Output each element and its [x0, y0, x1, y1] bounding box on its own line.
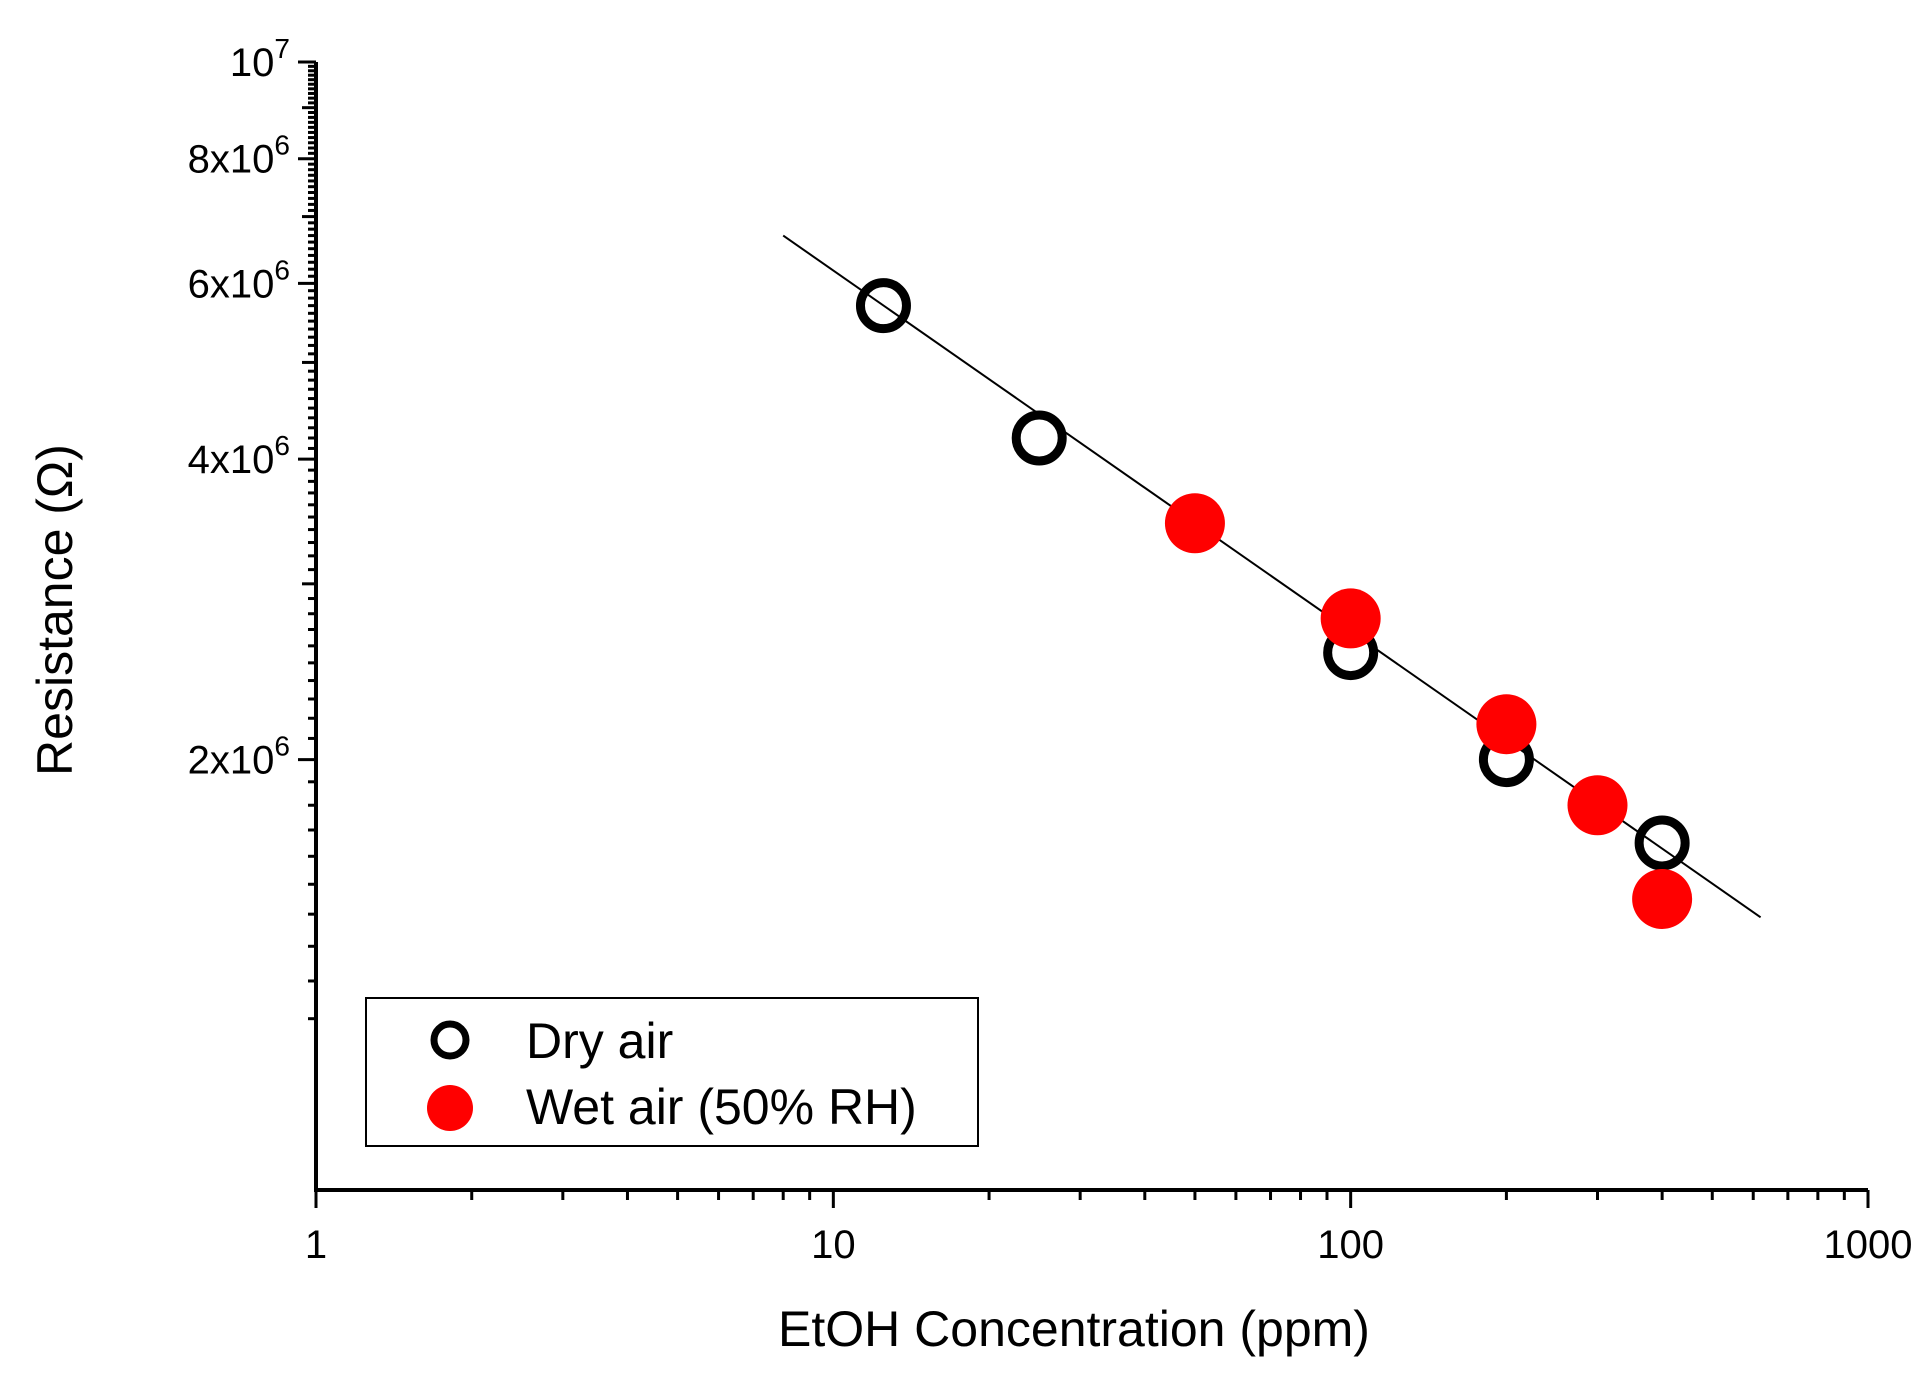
data-point-wet-air	[1320, 588, 1381, 649]
data-points	[855, 278, 1693, 929]
legend-label-wet-air: Wet air (50% RH)	[526, 1079, 917, 1135]
x-tick-label: 10	[811, 1223, 856, 1267]
x-tick-label: 1	[305, 1223, 327, 1267]
x-tick-label: 1000	[1824, 1223, 1913, 1267]
y-axis-title: Resistance (Ω)	[27, 444, 83, 776]
y-tick-label: 107	[230, 33, 290, 85]
legend-marker-dry-air	[430, 1020, 470, 1060]
legend-marker-wet-air	[427, 1085, 473, 1131]
x-axis-title: EtOH Concentration (ppm)	[778, 1301, 1370, 1357]
data-point-dry-air	[1634, 815, 1690, 871]
axes: 1 10 100 1000 2x106 4x106 6x106 8x106 107	[188, 33, 1913, 1267]
x-tick-label: 100	[1317, 1223, 1384, 1267]
y-tick-label: 4x106	[188, 430, 290, 482]
data-point-wet-air	[1632, 868, 1693, 929]
data-point-wet-air	[1164, 493, 1225, 554]
legend: Dry air Wet air (50% RH)	[365, 997, 979, 1147]
y-tick-label: 2x106	[188, 731, 290, 783]
data-point-wet-air	[1476, 694, 1537, 755]
data-point-dry-air	[1011, 410, 1067, 466]
data-point-wet-air	[1567, 775, 1628, 836]
data-point-dry-air	[855, 278, 911, 334]
y-tick-label: 6x106	[188, 254, 290, 306]
y-tick-label: 8x106	[188, 130, 290, 182]
legend-label-dry-air: Dry air	[526, 1013, 673, 1069]
